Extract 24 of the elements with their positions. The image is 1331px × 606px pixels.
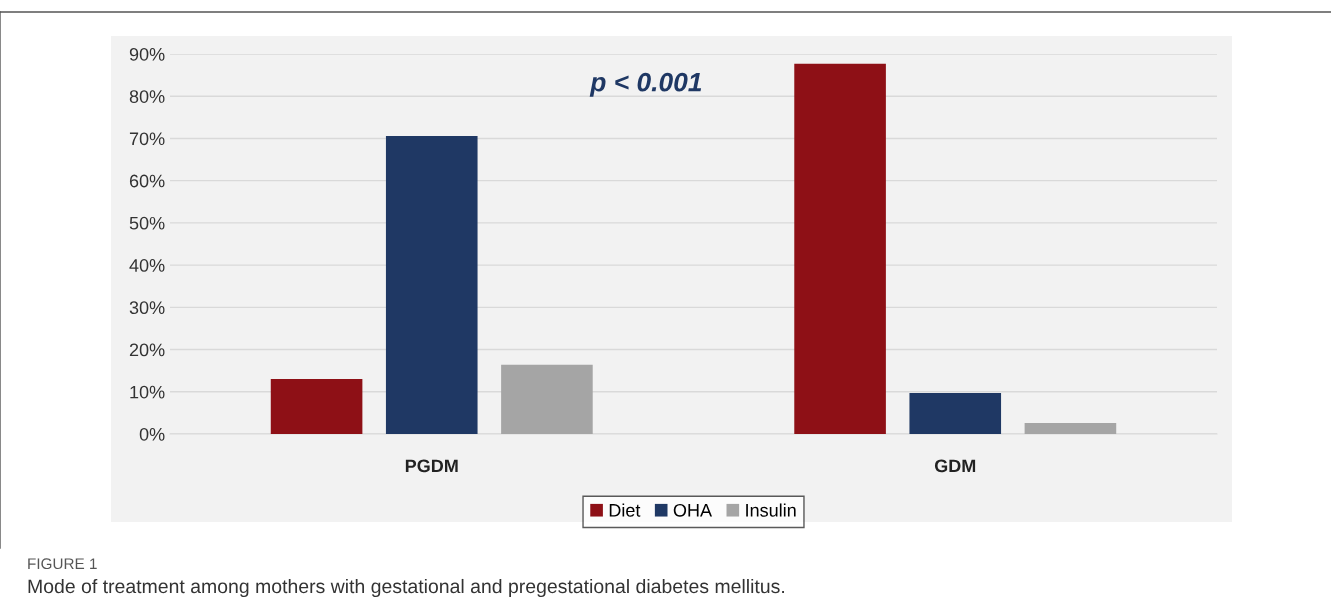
- bar: [270, 379, 363, 434]
- bar: [501, 364, 593, 434]
- bar: [909, 393, 1002, 434]
- bar: [794, 63, 886, 434]
- y-tick-label: 50%: [129, 216, 165, 230]
- x-tick-label: PGDM: [405, 459, 458, 473]
- caption: FIGURE 1: [28, 558, 97, 570]
- legend-label: Diet: [609, 503, 641, 517]
- text: Mode of treatment among mothers with gestational and pregestational diabetes mellitus.: [28, 578, 784, 598]
- annotation: p < 0.001: [589, 72, 702, 97]
- y-tick-label: 70%: [129, 132, 165, 146]
- y-tick-label: 60%: [129, 174, 165, 188]
- bar: [385, 135, 478, 434]
- bar: [1024, 423, 1117, 434]
- legend-label: OHA: [673, 503, 713, 517]
- y-tick-label: 0%: [139, 427, 165, 441]
- y-tick-label: 20%: [129, 343, 165, 357]
- y-tick-label: 40%: [129, 259, 165, 272]
- y-tick-label: 80%: [129, 90, 165, 103]
- y-tick-label: 10%: [130, 385, 165, 399]
- y-tick-label: 90%: [129, 47, 165, 61]
- legend-label: Insulin: [746, 503, 796, 517]
- y-tick-label: 30%: [129, 301, 165, 315]
- x-tick-label: GDM: [934, 459, 976, 473]
